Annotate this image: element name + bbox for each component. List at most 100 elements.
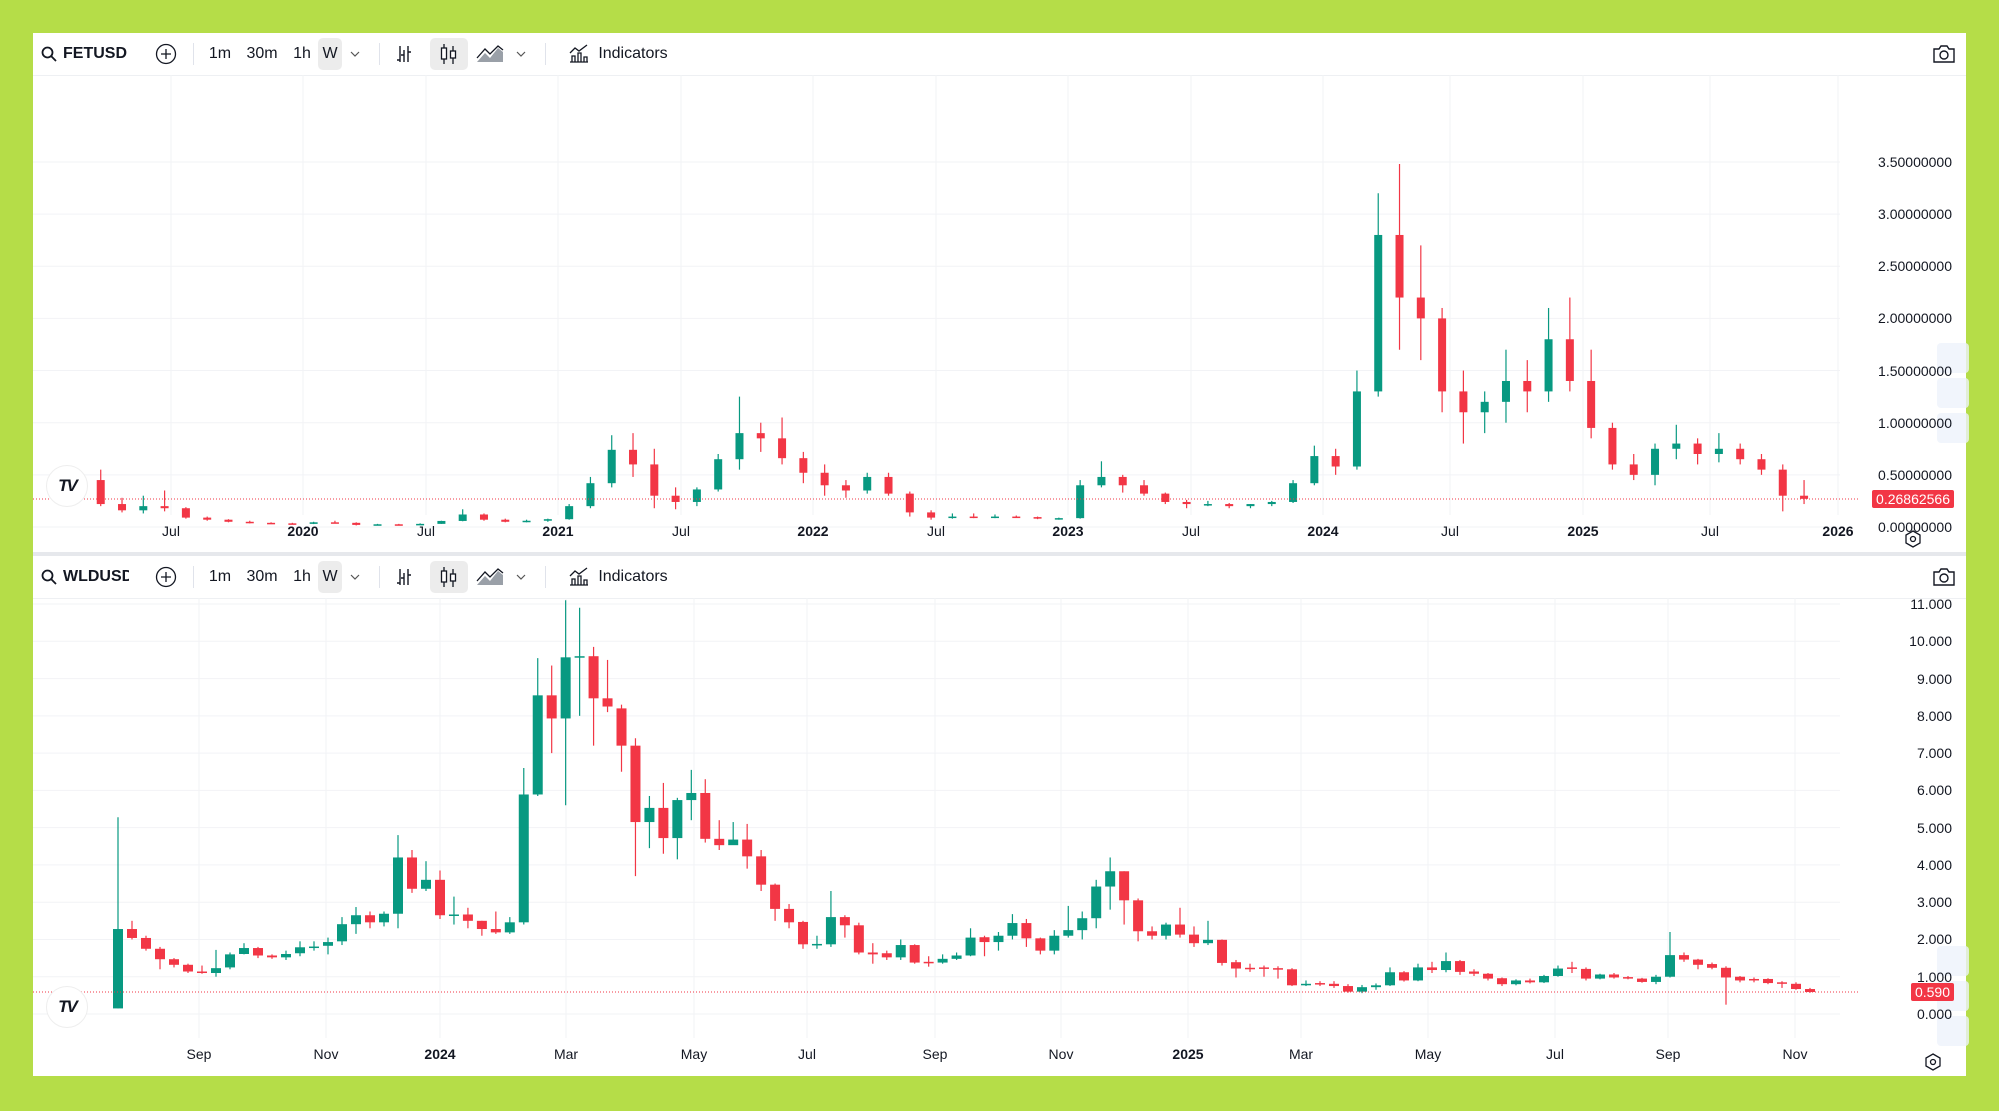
candle xyxy=(245,520,254,524)
candle xyxy=(267,954,277,959)
last-price-label: 0.26862566 xyxy=(1872,489,1954,508)
indicators-button[interactable]: Indicators xyxy=(558,38,678,70)
candle xyxy=(1651,974,1661,985)
candles-button[interactable] xyxy=(430,38,468,70)
symbol-label: WLDUSD xyxy=(63,568,129,585)
close-pane-button[interactable] xyxy=(1937,1016,1969,1046)
candle-body xyxy=(139,506,148,511)
candles xyxy=(96,164,1809,526)
candle-body xyxy=(884,476,893,494)
candle-body xyxy=(1693,959,1703,965)
close-pane-button[interactable] xyxy=(1937,413,1969,443)
candle xyxy=(1608,422,1617,470)
candle-body xyxy=(295,947,305,954)
candle-body xyxy=(118,504,127,511)
interval-w[interactable]: W xyxy=(318,561,342,593)
chart-type-dropdown[interactable] xyxy=(511,38,531,70)
candle xyxy=(181,507,190,519)
candle-body xyxy=(476,920,487,930)
candle-body xyxy=(1245,967,1255,970)
interval-1h[interactable]: 1h xyxy=(293,568,311,585)
candle-body xyxy=(1385,972,1395,986)
bar-chart-button[interactable] xyxy=(389,561,419,593)
candle-body xyxy=(1097,476,1106,486)
panel-button[interactable] xyxy=(1937,343,1969,373)
candle-body xyxy=(630,745,641,823)
candle-body xyxy=(501,519,510,522)
candle xyxy=(1301,980,1311,987)
candle-body xyxy=(756,856,767,885)
candle xyxy=(1595,973,1605,980)
candle-body xyxy=(799,458,808,473)
candle-body xyxy=(735,433,744,460)
bar-chart-button[interactable] xyxy=(389,38,419,70)
fetusd-candlestick-chart[interactable] xyxy=(33,75,1966,553)
interval-30m[interactable]: 30m xyxy=(246,568,278,585)
price-axis-label: 2.00000000 xyxy=(1878,310,1952,327)
candle xyxy=(714,820,725,851)
candle-body xyxy=(1246,504,1255,507)
candle xyxy=(352,522,361,526)
candle-body xyxy=(574,656,585,658)
interval-1m[interactable]: 1m xyxy=(208,45,232,62)
interval-w[interactable]: W xyxy=(318,38,342,70)
candle-body xyxy=(1565,339,1574,381)
area-chart-button[interactable] xyxy=(473,561,507,593)
area-chart-button[interactable] xyxy=(473,38,507,70)
panel-button[interactable] xyxy=(1937,378,1969,408)
candle xyxy=(504,917,515,934)
compare-button[interactable] xyxy=(151,561,181,593)
divider xyxy=(193,566,194,588)
candle xyxy=(1416,245,1425,361)
candle-body xyxy=(1455,961,1465,972)
candle xyxy=(1246,504,1255,509)
candle xyxy=(937,954,948,964)
candle xyxy=(379,911,389,927)
interval-30m[interactable]: 30m xyxy=(246,45,278,62)
candle xyxy=(923,956,934,967)
add-compare-icon xyxy=(155,566,177,588)
candle-body xyxy=(990,516,999,519)
symbol-search-button[interactable]: FETUSD xyxy=(41,38,161,70)
candle-body xyxy=(1480,401,1489,413)
wldusd-candlestick-chart[interactable] xyxy=(33,598,1966,1076)
settings-button[interactable] xyxy=(1901,523,1925,555)
candle xyxy=(1497,977,1507,987)
symbol-search-button[interactable]: WLDUSD xyxy=(41,561,151,593)
candle-body xyxy=(458,514,467,521)
panel-button[interactable] xyxy=(1937,946,1969,976)
candle xyxy=(127,920,137,940)
snapshot-button[interactable] xyxy=(1929,561,1959,593)
tradingview-logo[interactable]: TV xyxy=(46,465,88,507)
candle xyxy=(784,904,795,929)
pane-divider[interactable] xyxy=(33,552,1966,556)
candle-body xyxy=(462,914,473,921)
candle xyxy=(1693,958,1703,970)
candle xyxy=(96,469,105,507)
candle-body xyxy=(1778,469,1787,496)
candles-button[interactable] xyxy=(430,561,468,593)
tradingview-logo[interactable]: TV xyxy=(46,986,88,1028)
chart-type-dropdown[interactable] xyxy=(511,561,531,593)
indicators-label: Indicators xyxy=(598,568,668,585)
interval-1h[interactable]: 1h xyxy=(293,45,311,62)
interval-dropdown[interactable] xyxy=(345,561,365,593)
candle-body xyxy=(1736,448,1745,460)
candle xyxy=(798,920,809,949)
price-axis-label: 3.00000000 xyxy=(1878,206,1952,223)
snapshot-button[interactable] xyxy=(1929,38,1959,70)
candle-body xyxy=(1427,967,1437,971)
indicators-button[interactable]: Indicators xyxy=(558,561,678,593)
candle xyxy=(479,513,488,521)
candle-body xyxy=(686,792,697,801)
price-axis-label: 9.000 xyxy=(1916,670,1952,687)
interval-dropdown[interactable] xyxy=(345,38,365,70)
candle-body xyxy=(1203,504,1212,506)
candle-body xyxy=(394,524,403,526)
compare-button[interactable] xyxy=(151,38,181,70)
candle-body xyxy=(169,959,179,965)
settings-button[interactable] xyxy=(1921,1046,1945,1078)
interval-1m[interactable]: 1m xyxy=(208,568,232,585)
candle xyxy=(1118,474,1127,493)
candle xyxy=(965,928,976,957)
